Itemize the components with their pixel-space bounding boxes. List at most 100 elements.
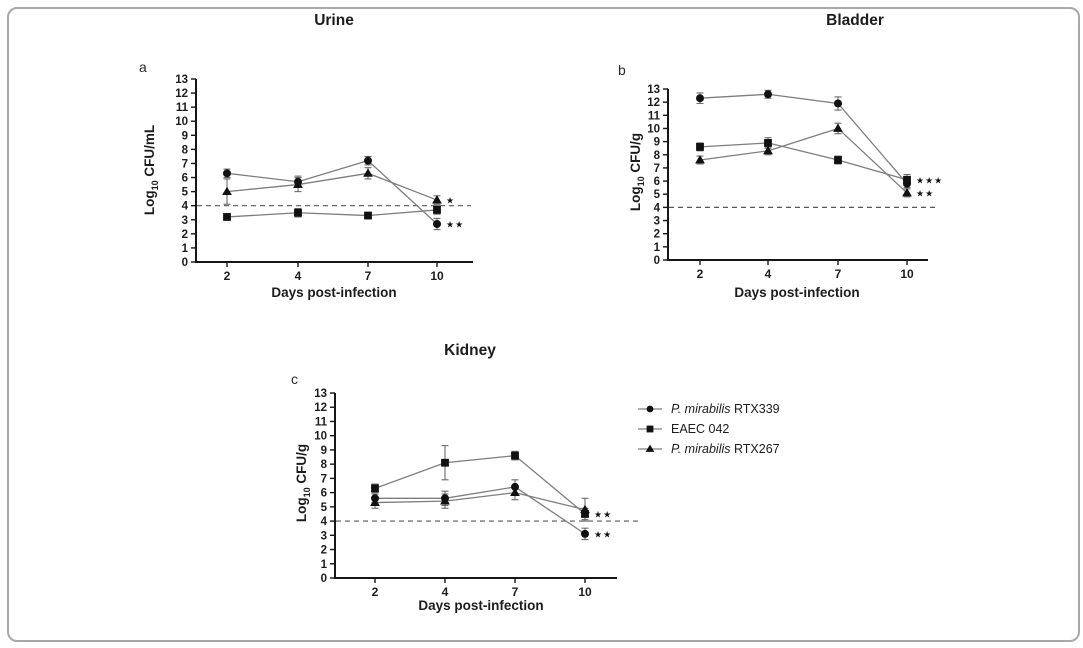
y-tick-label: 6	[182, 173, 188, 185]
y-tick-label: 11	[315, 416, 328, 428]
x-tick-label: 7	[365, 269, 372, 283]
y-tick-label: 5	[654, 189, 661, 201]
data-point-marker-square	[903, 175, 911, 184]
y-tick-label: 8	[321, 459, 328, 471]
significance-stars: ★★	[916, 189, 934, 199]
y-tick-label: 9	[654, 137, 660, 149]
y-tick-label: 8	[182, 144, 189, 156]
panel-b-letter: b	[618, 62, 626, 78]
y-tick-label: 11	[176, 102, 189, 114]
series-line	[374, 491, 586, 511]
data-point-marker-square	[646, 425, 654, 433]
series-line	[226, 172, 438, 201]
data-point-marker-circle	[696, 94, 704, 103]
y-tick-label: 0	[321, 573, 327, 585]
y-tick-label: 13	[175, 74, 188, 86]
series-line	[374, 454, 586, 515]
y-tick-label: 1	[321, 559, 328, 571]
data-point-marker-triangle	[432, 195, 442, 204]
panel-a-title: Urine	[314, 12, 354, 29]
data-point-marker-square	[364, 211, 372, 220]
legend-item: P. mirabilis RTX339	[636, 399, 780, 419]
data-point-marker-circle	[433, 219, 441, 228]
data-point-marker-circle	[646, 405, 654, 413]
data-point-marker-triangle	[510, 487, 520, 497]
data-point-marker-square	[834, 156, 842, 164]
legend-label: EAEC 042	[671, 422, 729, 436]
data-point-marker-triangle	[833, 123, 843, 132]
data-point-marker-square	[581, 510, 589, 518]
legend-item: P. mirabilis RTX267	[636, 439, 780, 459]
data-point-marker-triangle	[222, 186, 232, 196]
x-tick-label: 7	[835, 267, 842, 281]
series-line	[699, 127, 908, 194]
data-point-marker-circle	[364, 156, 372, 165]
series-line	[375, 486, 586, 535]
legend: P. mirabilis RTX339 EAEC 042 P. mirabili…	[636, 399, 780, 459]
y-tick-label: 4	[321, 516, 328, 528]
legend-label: P. mirabilis RTX267	[671, 442, 780, 456]
data-point-marker-triangle	[580, 504, 590, 514]
data-point-marker-triangle	[763, 145, 773, 155]
y-tick-label: 8	[654, 150, 661, 162]
y-tick-label: 5	[182, 187, 189, 199]
y-tick-label: 11	[648, 110, 661, 122]
y-tick-label: 10	[647, 123, 660, 135]
significance-stars: ★★	[446, 220, 464, 230]
y-tick-label: 2	[182, 229, 188, 241]
y-tick-label: 0	[182, 257, 188, 269]
legend-label-italic: P. mirabilis	[671, 442, 731, 456]
y-tick-label: 2	[654, 229, 660, 241]
data-point-marker-circle	[511, 482, 519, 491]
x-tick-label: 4	[765, 267, 772, 281]
y-tick-label: 13	[647, 84, 660, 96]
panel-a-x-axis-label: Days post-infection	[271, 285, 397, 300]
circle-series-icon	[638, 405, 662, 413]
x-tick-label: 4	[442, 585, 449, 599]
significance-stars: ★★	[594, 510, 612, 520]
significance-stars: ★	[446, 197, 455, 207]
data-point-marker-triangle	[363, 168, 373, 177]
legend-label-regular: RTX339	[730, 402, 780, 416]
x-tick-label: 7	[512, 585, 519, 599]
significance-stars: ★★	[594, 530, 612, 540]
data-point-marker-square	[294, 208, 302, 217]
legend-label: P. mirabilis RTX339	[671, 402, 780, 416]
panel-b-x-axis-label: Days post-infection	[734, 285, 860, 300]
y-tick-label: 12	[314, 402, 327, 414]
data-point-marker-triangle	[645, 444, 655, 452]
data-point-marker-triangle	[440, 496, 450, 505]
y-tick-label: 7	[182, 158, 188, 170]
data-point-marker-square	[433, 206, 441, 214]
y-tick-label: 9	[182, 130, 188, 142]
data-point-marker-square	[223, 213, 231, 221]
data-point-marker-circle	[223, 169, 231, 178]
series-line	[226, 159, 438, 225]
panel-b-title: Bladder	[826, 12, 884, 29]
data-point-marker-circle	[581, 529, 589, 538]
data-point-marker-circle	[764, 90, 772, 99]
x-tick-label: 2	[697, 267, 704, 281]
y-tick-label: 3	[321, 530, 327, 542]
y-tick-label: 9	[321, 445, 327, 457]
y-tick-label: 4	[182, 201, 189, 213]
data-point-marker-square	[696, 142, 704, 151]
legend-label-italic: P. mirabilis	[671, 402, 731, 416]
data-point-marker-square	[371, 484, 379, 493]
series-line	[699, 93, 908, 185]
x-tick-label: 10	[578, 585, 592, 599]
panel-c-x-axis-label: Days post-infection	[418, 598, 544, 613]
data-point-marker-triangle	[902, 188, 912, 197]
y-tick-label: 4	[654, 202, 661, 214]
y-tick-label: 6	[654, 176, 660, 188]
data-point-marker-triangle	[695, 155, 705, 164]
x-tick-label: 10	[430, 269, 444, 283]
y-tick-label: 6	[321, 488, 327, 500]
panel-c-title: Kidney	[444, 342, 496, 359]
y-tick-label: 1	[654, 242, 661, 254]
y-tick-label: 7	[321, 473, 327, 485]
data-point-marker-square	[764, 139, 772, 147]
data-point-marker-circle	[834, 99, 842, 108]
